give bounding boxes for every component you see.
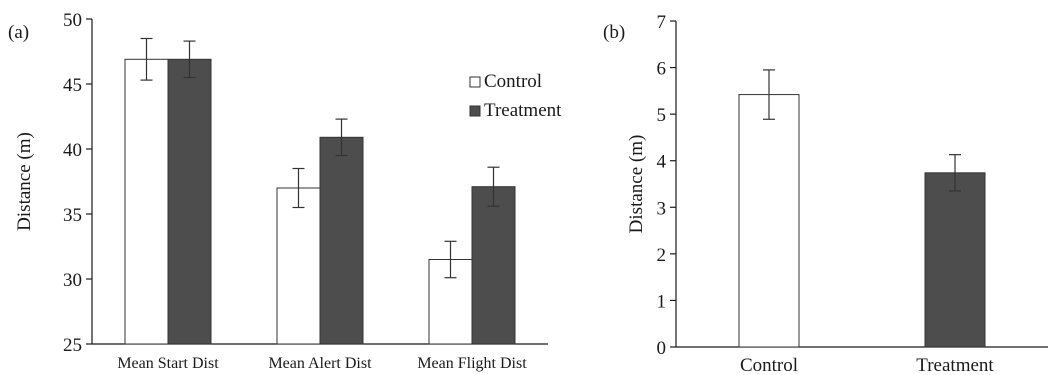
panel-b-y-tick-label: 2	[657, 245, 667, 266]
panel-a-y-tick-label: 25	[63, 335, 82, 356]
panel-a-bar-treatment	[319, 136, 364, 345]
panel-a-bar-treatment	[471, 186, 516, 345]
panel-a-y-tick-label: 35	[63, 205, 82, 226]
panel-a-bar-treatment	[167, 58, 212, 345]
panel-a-bar-control	[124, 58, 169, 345]
panel-b-y-tick-label: 0	[657, 338, 667, 359]
panel-a-legend-label: Control	[484, 71, 542, 92]
panel-a-bar-control	[276, 187, 321, 345]
panel-b-y-tick-label: 5	[657, 105, 667, 126]
panel-b-y-tick-label: 6	[657, 59, 667, 80]
panel-b-y-tick-label: 4	[657, 152, 667, 173]
panel-a-legend-swatch-control	[469, 76, 481, 88]
panel-b-y-axis-label: Distance (m)	[626, 135, 647, 234]
panel-a-y-axis-label: Distance (m)	[14, 132, 35, 231]
panel-a-x-tick-label: Mean Start Dist	[117, 355, 219, 372]
panel-b-x-tick-label: Treatment	[916, 355, 994, 375]
panel-a-y-tick-label: 30	[63, 270, 82, 291]
panel-b-x-tick-label: Control	[740, 355, 798, 375]
panel-a-y-tick-label: 50	[63, 10, 82, 31]
panel-a-legend-label: Treatment	[484, 100, 562, 121]
panel-b-y-tick-label: 3	[657, 198, 667, 219]
panel-b-y-tick-label: 7	[657, 12, 667, 33]
panel-b-panel-label: (b)	[603, 22, 625, 43]
panel-b-y-tick-label: 1	[657, 291, 667, 312]
panel-a-panel-label: (a)	[8, 22, 29, 43]
panel-a-legend-swatch-treatment	[469, 105, 481, 117]
panel-a-y-tick-label: 40	[63, 140, 82, 161]
panel-a-y-tick-label: 45	[63, 75, 82, 96]
panel-b-bar-treatment	[924, 172, 986, 348]
panel-a-x-tick-label: Mean Alert Dist	[268, 355, 372, 372]
panel-a-x-tick-label: Mean Flight Dist	[417, 355, 527, 372]
panel-b-bar-control	[738, 94, 800, 348]
